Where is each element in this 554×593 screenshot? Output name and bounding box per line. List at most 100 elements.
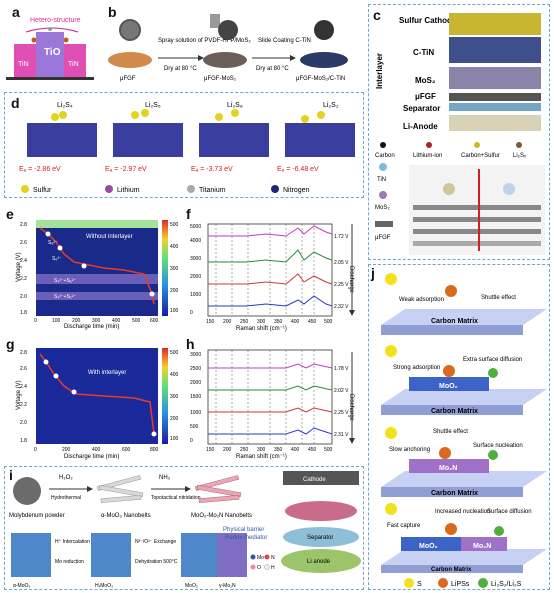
row3-block-label: Mo₂N [439, 465, 457, 472]
e-cbar-tick: 400 [170, 244, 179, 250]
disk2-label: μFGF-MoS₂ [204, 76, 237, 82]
legend-sulfur: Sulfur [33, 187, 52, 194]
spectrum-h-1 [208, 363, 333, 369]
g-ytick: 2.8 [20, 350, 27, 356]
row1-left-label: Weak adsorption [399, 297, 444, 303]
anode-disk [281, 549, 361, 573]
h-ytick: 1500 [190, 394, 201, 400]
barrier-label: Physical barrier [223, 527, 264, 533]
mo2n-block-3 [409, 459, 489, 473]
e-xlabel: Discharge time (min) [64, 324, 119, 330]
interlayer-schematic: Sulfur Cathode C-TiN Interlayer MoS₂ μFG… [375, 13, 545, 255]
mos2-layer [449, 67, 541, 89]
h2o2-label: H₂O₂ [59, 475, 73, 481]
e-xtick: 300 [92, 318, 101, 324]
species-label: S₆²⁻ [52, 256, 62, 262]
legend-lipss-dot [438, 578, 448, 588]
voltage-label-h: 1.78 V [334, 366, 349, 372]
h-ytick: 3000 [190, 352, 201, 358]
g-cbar-tick: 300 [170, 394, 179, 400]
species-label: S₈²⁻ [48, 240, 58, 246]
spectrum-h-4 [208, 427, 333, 435]
legend-carbon-sulfur: Carbon+Sulfur [461, 153, 500, 159]
species-label: S₄²⁻+S₃²⁻ [54, 294, 77, 300]
heterostructure-label: Hetero-structure [30, 17, 81, 24]
structure-li2s4: Li₂S₄ Eₐ = -2.86 eV [19, 102, 97, 173]
f-ytick: 4000 [190, 238, 201, 244]
row4-block2-label: Mo₂N [473, 543, 491, 550]
g-cbar-tick: 200 [170, 416, 179, 422]
structure-li2s8: Li₂S₈ Eₐ = -3.73 eV [191, 102, 269, 173]
legend-li2s: Li₂S₂/Li₂S [491, 581, 522, 588]
carbon-matrix-1 [381, 309, 547, 325]
legend-lipss: LiPSs [451, 581, 470, 588]
structure-energy-4: Eₐ = -6.48 eV [277, 166, 319, 173]
lattice2-label: HₓMoO₃ [95, 583, 113, 589]
lattice1-label: α-MoO₃ [13, 583, 30, 589]
atom-legend: Mo [257, 555, 264, 561]
e-cbar-tick: 300 [170, 266, 179, 272]
li-anode-layer [449, 115, 541, 131]
panel-label-j: j [371, 265, 375, 281]
g-cbar-tick: 100 [170, 436, 179, 442]
matrix-label: Carbon Matrix [431, 318, 478, 325]
g-xtick: 800 [150, 447, 159, 453]
h-xtick: 250 [240, 447, 249, 453]
e-ytick: 2.2 [20, 276, 27, 282]
legend-titanium: Titanium [199, 187, 226, 194]
spectrum-f-3 [208, 273, 333, 285]
moreduction-label: Mo reduction [55, 559, 84, 565]
panel-label-h: h [186, 336, 195, 352]
sulfur-ball [385, 273, 397, 285]
panel-d: d Li₂S₄ Eₐ = -2.86 eV Li₂S₆ Eₐ = -2.97 e… [4, 92, 364, 198]
ctin-disk [300, 52, 348, 68]
g-ytick: 2.6 [20, 366, 27, 372]
carbon-matrix-2 [381, 389, 547, 405]
g-ytick: 2.0 [20, 420, 27, 426]
panel-label-a: a [12, 4, 20, 20]
structure-energy-3: Eₐ = -3.73 eV [191, 166, 233, 173]
h-xtick: 300 [257, 447, 266, 453]
discharge-label-h: Discharge [348, 394, 354, 422]
legend-ufgf: μFGF [375, 235, 391, 241]
panel-b: b Spray solution of PVDF-HFP/MoS₂ Dry at… [100, 0, 368, 86]
row3-right-label: Surface nucleation [473, 443, 523, 449]
spectrum-h-3 [208, 407, 333, 413]
structure-title-1: Li₂S₄ [57, 102, 73, 109]
carbon-matrix-4 [381, 549, 547, 565]
legend-tin: TiN [377, 177, 386, 183]
ufgf-disk [108, 52, 152, 68]
separator-label: Separator [403, 104, 440, 113]
matrix-label: Carbon Matrix [431, 408, 478, 415]
legend-mos2: MoS₂ [375, 205, 390, 211]
legend-lithium: Lithium [117, 187, 140, 194]
f-xlabel: Raman shift (cm⁻¹) [236, 326, 287, 332]
e-ytick: 2.6 [20, 240, 27, 246]
panel-f: f 1.72 V 2.05 V 2.25 V 2.32 V Discharge … [186, 204, 366, 332]
row1-right-label: Shuttle effect [481, 295, 516, 301]
legend-li2s-dot [478, 578, 488, 588]
e-cbar-tick: 200 [170, 288, 179, 294]
mo2n-block-4 [461, 537, 507, 551]
g-ylabel: Voltage (V) [16, 380, 22, 410]
f-xtick: 450 [308, 319, 317, 325]
structure-energy-1: Eₐ = -2.86 eV [19, 166, 61, 173]
h-xtick: 500 [324, 447, 333, 453]
f-ytick: 5000 [190, 224, 201, 230]
g-ytick: 1.8 [20, 438, 27, 444]
ctin-label: C-TiN [413, 48, 434, 57]
e-ytick: 2.4 [20, 258, 27, 264]
g-cbar-tick: 500 [170, 350, 179, 356]
panel-label-d: d [11, 95, 20, 111]
mediator-label: Redox mediator [225, 535, 267, 541]
panel-e: e Without interlayer S₈²⁻ S₆²⁻ S₄²⁻+S₆²⁻… [4, 204, 186, 332]
g-xtick: 400 [92, 447, 101, 453]
legend-lithium-dot [105, 185, 113, 193]
structure-energy-2: Eₐ = -2.97 eV [105, 166, 147, 173]
cathode-layer [283, 471, 359, 485]
moo2-block-2 [409, 377, 489, 391]
legend-carbon: Carbon [375, 153, 395, 159]
legend-sulfur-dot [21, 185, 29, 193]
hydrothermal-label: Hydrothermal [51, 495, 81, 501]
g-ytick: 2.2 [20, 402, 27, 408]
